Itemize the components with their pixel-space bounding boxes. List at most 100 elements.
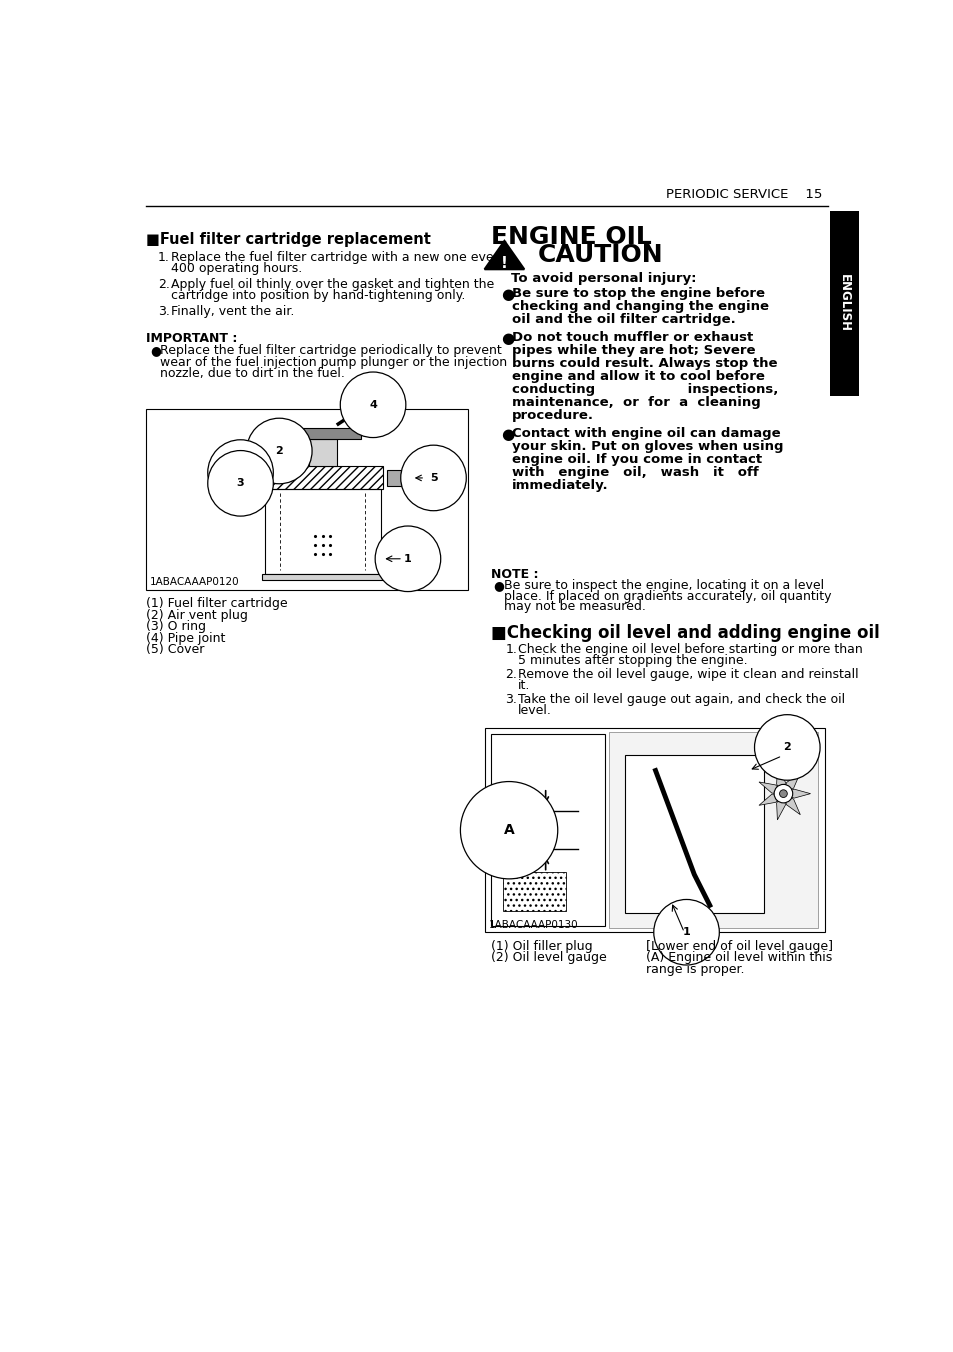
Polygon shape bbox=[759, 794, 782, 806]
Text: nozzle, due to dirt in the fuel.: nozzle, due to dirt in the fuel. bbox=[160, 366, 345, 380]
Circle shape bbox=[773, 784, 792, 803]
Bar bbox=[146, 408, 468, 589]
Text: [Lower end of oil level gauge]: [Lower end of oil level gauge] bbox=[645, 940, 832, 953]
Text: level.: level. bbox=[517, 703, 552, 717]
Bar bbox=[309, 439, 336, 466]
Polygon shape bbox=[484, 241, 524, 269]
Text: 400 operating hours.: 400 operating hours. bbox=[171, 262, 302, 276]
Text: place. If placed on gradients accurately, oil quantity: place. If placed on gradients accurately… bbox=[504, 589, 831, 603]
Bar bbox=[262, 466, 383, 489]
Text: cartridge into position by hand-tightening only.: cartridge into position by hand-tighteni… bbox=[171, 289, 465, 303]
Text: ■Checking oil level and adding engine oil: ■Checking oil level and adding engine oi… bbox=[491, 625, 879, 642]
Text: (2) Oil level gauge: (2) Oil level gauge bbox=[491, 952, 606, 964]
Text: (1) Oil filler plug: (1) Oil filler plug bbox=[491, 940, 592, 953]
Text: 5: 5 bbox=[429, 473, 436, 483]
Text: engine and allow it to cool before: engine and allow it to cool before bbox=[512, 370, 764, 383]
Polygon shape bbox=[782, 794, 800, 815]
Bar bbox=[264, 489, 380, 575]
Text: (3) O ring: (3) O ring bbox=[146, 621, 206, 633]
Text: CAUTION: CAUTION bbox=[537, 243, 662, 268]
Bar bbox=[262, 575, 383, 580]
Text: maintenance,  or  for  a  cleaning: maintenance, or for a cleaning bbox=[512, 396, 760, 410]
Text: Replace the fuel filter cartridge with a new one every: Replace the fuel filter cartridge with a… bbox=[171, 250, 506, 264]
Text: PERIODIC SERVICE    15: PERIODIC SERVICE 15 bbox=[665, 188, 821, 201]
Text: 3.: 3. bbox=[158, 304, 170, 318]
Circle shape bbox=[287, 443, 302, 458]
Text: ●: ● bbox=[493, 579, 504, 592]
Polygon shape bbox=[782, 790, 810, 798]
Text: (4) Pipe joint: (4) Pipe joint bbox=[146, 631, 226, 645]
Text: Do not touch muffler or exhaust: Do not touch muffler or exhaust bbox=[512, 331, 753, 343]
Text: may not be measured.: may not be measured. bbox=[504, 600, 645, 614]
Text: checking and changing the engine: checking and changing the engine bbox=[512, 300, 768, 314]
Text: wear of the fuel injection pump plunger or the injection: wear of the fuel injection pump plunger … bbox=[160, 356, 507, 369]
Text: 2.: 2. bbox=[505, 668, 517, 681]
Bar bbox=[829, 211, 858, 396]
Polygon shape bbox=[776, 768, 784, 794]
Text: 1.: 1. bbox=[505, 644, 517, 657]
Text: 4: 4 bbox=[369, 400, 376, 410]
Text: range is proper.: range is proper. bbox=[645, 963, 744, 976]
Text: !: ! bbox=[500, 256, 507, 270]
Text: 1.: 1. bbox=[158, 250, 170, 264]
Text: ENGLISH: ENGLISH bbox=[837, 274, 850, 333]
Circle shape bbox=[779, 790, 786, 798]
Text: NOTE :: NOTE : bbox=[491, 568, 538, 581]
Circle shape bbox=[252, 469, 259, 476]
Polygon shape bbox=[782, 772, 800, 794]
Text: engine oil. If you come in contact: engine oil. If you come in contact bbox=[512, 453, 761, 466]
Circle shape bbox=[252, 480, 259, 487]
Text: 1: 1 bbox=[682, 927, 690, 937]
Text: ●: ● bbox=[500, 427, 514, 442]
Text: ●: ● bbox=[150, 343, 161, 357]
Text: (5) Cover: (5) Cover bbox=[146, 644, 205, 657]
Text: 5 minutes after stopping the engine.: 5 minutes after stopping the engine. bbox=[517, 654, 747, 668]
Text: 2: 2 bbox=[275, 446, 283, 456]
Text: 1ABACAAAP0120: 1ABACAAAP0120 bbox=[150, 577, 239, 587]
Text: ENGINE OIL: ENGINE OIL bbox=[491, 226, 651, 249]
Text: Apply fuel oil thinly over the gasket and tighten the: Apply fuel oil thinly over the gasket an… bbox=[171, 277, 494, 291]
Text: conducting                    inspections,: conducting inspections, bbox=[512, 383, 778, 396]
Text: Take the oil level gauge out again, and check the oil: Take the oil level gauge out again, and … bbox=[517, 692, 844, 706]
Text: (A) Engine oil level within this: (A) Engine oil level within this bbox=[645, 952, 832, 964]
Text: pipes while they are hot; Severe: pipes while they are hot; Severe bbox=[512, 343, 755, 357]
Bar bbox=[387, 470, 410, 485]
Text: 1ABACAAAP0130: 1ABACAAAP0130 bbox=[488, 919, 578, 930]
Polygon shape bbox=[759, 781, 782, 794]
Bar bbox=[624, 756, 763, 913]
Text: 2: 2 bbox=[782, 742, 790, 753]
Text: with   engine   oil,   wash   it   off: with engine oil, wash it off bbox=[512, 466, 759, 480]
Text: 1: 1 bbox=[404, 554, 412, 564]
Text: oil and the oil filter cartridge.: oil and the oil filter cartridge. bbox=[512, 314, 735, 326]
Text: Remove the oil level gauge, wipe it clean and reinstall: Remove the oil level gauge, wipe it clea… bbox=[517, 668, 858, 681]
Text: 3: 3 bbox=[236, 468, 244, 477]
Text: (1) Fuel filter cartridge: (1) Fuel filter cartridge bbox=[146, 598, 288, 610]
Text: immediately.: immediately. bbox=[512, 480, 608, 492]
Bar bbox=[608, 731, 818, 929]
Text: 3: 3 bbox=[236, 479, 244, 488]
Text: your skin. Put on gloves when using: your skin. Put on gloves when using bbox=[512, 441, 782, 453]
Text: 3.: 3. bbox=[505, 692, 517, 706]
Text: Be sure to inspect the engine, locating it on a level: Be sure to inspect the engine, locating … bbox=[504, 579, 823, 592]
Bar bbox=[299, 427, 361, 439]
Text: (2) Air vent plug: (2) Air vent plug bbox=[146, 608, 248, 622]
Text: To avoid personal injury:: To avoid personal injury: bbox=[510, 272, 696, 285]
Text: IMPORTANT :: IMPORTANT : bbox=[146, 331, 237, 345]
Text: Be sure to stop the engine before: Be sure to stop the engine before bbox=[512, 287, 764, 300]
Bar bbox=[502, 872, 566, 911]
Text: burns could result. Always stop the: burns could result. Always stop the bbox=[512, 357, 777, 370]
Text: ■Fuel filter cartridge replacement: ■Fuel filter cartridge replacement bbox=[146, 231, 431, 246]
Text: Finally, vent the air.: Finally, vent the air. bbox=[171, 304, 294, 318]
Polygon shape bbox=[776, 794, 784, 819]
Text: 2.: 2. bbox=[158, 277, 170, 291]
Text: Replace the fuel filter cartridge periodically to prevent: Replace the fuel filter cartridge period… bbox=[160, 343, 501, 357]
Text: it.: it. bbox=[517, 679, 530, 692]
Bar bbox=[484, 729, 823, 933]
Text: ●: ● bbox=[500, 287, 514, 301]
Text: ●: ● bbox=[500, 331, 514, 346]
Text: Check the engine oil level before starting or more than: Check the engine oil level before starti… bbox=[517, 644, 862, 657]
Text: Contact with engine oil can damage: Contact with engine oil can damage bbox=[512, 427, 780, 441]
Bar bbox=[491, 734, 604, 926]
Text: procedure.: procedure. bbox=[512, 410, 594, 422]
Text: A: A bbox=[503, 823, 514, 837]
